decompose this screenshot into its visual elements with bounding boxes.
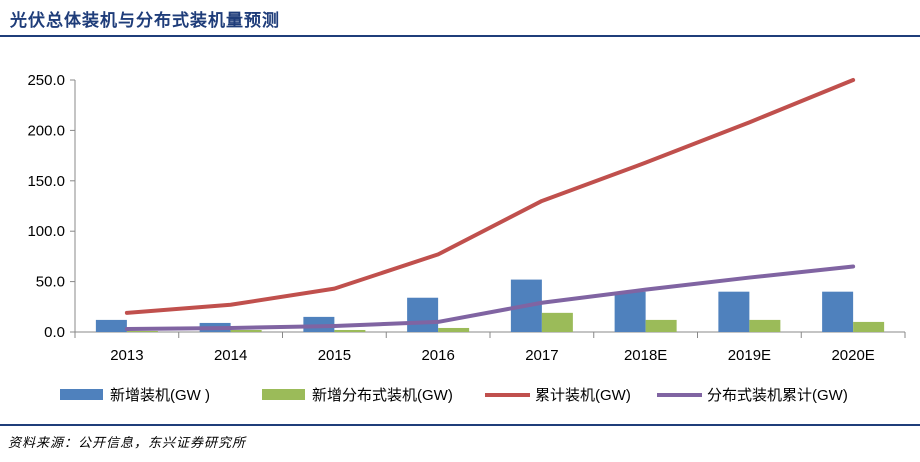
line-point [126, 312, 128, 314]
chart-tick-labels: 0.0 50.0 100.0 150.0 200.0 250.0 2013 2014 2015 2… [27, 72, 874, 364]
chart-lines [124, 78, 856, 331]
bar-new-install [407, 297, 439, 332]
title-divider [0, 35, 920, 37]
line-point [437, 321, 439, 323]
y-tick-label: 200.0 [27, 122, 65, 139]
bar-new-install [822, 291, 854, 332]
bar-new-distributed [438, 327, 470, 332]
x-tick-label: 2015 [318, 347, 351, 364]
x-tick-label: 2020E [831, 347, 874, 364]
line-point [645, 162, 647, 164]
y-tick-label: 150.0 [27, 173, 65, 190]
line-point [748, 121, 750, 123]
line-point [333, 325, 335, 327]
line-point [852, 79, 854, 81]
line-point [541, 200, 543, 202]
chart-legend: 新增装机(GW ) 新增分布式装机(GW) 累计装机(GW) 分布式装机累计(GW) [60, 387, 848, 404]
bar-new-install [95, 319, 127, 332]
x-tick-label: 2014 [214, 347, 247, 364]
bar-new-distributed [853, 321, 885, 332]
line-point [748, 277, 750, 279]
y-tick-label: 250.0 [27, 72, 65, 89]
chart-title: 光伏总体装机与分布式装机量预测 [10, 11, 280, 31]
y-tick-label: 0.0 [44, 324, 65, 341]
chart-axes [70, 79, 906, 338]
line-point [230, 327, 232, 329]
bar-new-distributed [126, 330, 158, 332]
chart-canvas: 0.0 50.0 100.0 150.0 200.0 250.0 2013 2014 2015 2… [27, 72, 906, 404]
line-cumulative-install [124, 78, 856, 315]
x-tick-label: 2016 [421, 347, 454, 364]
line-point [333, 288, 335, 290]
bar-new-distributed [749, 319, 781, 332]
bar-new-distributed [334, 329, 366, 332]
legend-label: 分布式装机累计(GW) [707, 387, 848, 404]
line-point [437, 253, 439, 255]
source-note: 资料来源：公开信息，东兴证券研究所 [8, 436, 247, 451]
legend-label: 新增分布式装机(GW) [312, 387, 453, 404]
line-point [126, 328, 128, 330]
legend-label: 新增装机(GW ) [110, 387, 210, 404]
legend-swatch [262, 389, 305, 400]
bar-new-distributed [230, 329, 262, 332]
legend-label: 累计装机(GW) [535, 387, 631, 404]
y-tick-label: 100.0 [27, 223, 65, 240]
line-point [645, 289, 647, 291]
bar-new-distributed [541, 312, 573, 332]
x-tick-label: 2019E [728, 347, 771, 364]
bar-new-install [614, 291, 646, 332]
y-tick-label: 50.0 [36, 274, 65, 291]
bar-new-install [718, 291, 750, 332]
line-cumulative-distributed [124, 264, 856, 331]
line-point [541, 302, 543, 304]
x-tick-label: 2013 [110, 347, 143, 364]
x-tick-label: 2017 [525, 347, 558, 364]
footer-divider [0, 424, 920, 426]
bar-new-distributed [645, 319, 677, 332]
x-tick-label: 2018E [624, 347, 667, 364]
line-point [852, 265, 854, 267]
line-point [230, 304, 232, 306]
legend-swatch [60, 389, 103, 400]
